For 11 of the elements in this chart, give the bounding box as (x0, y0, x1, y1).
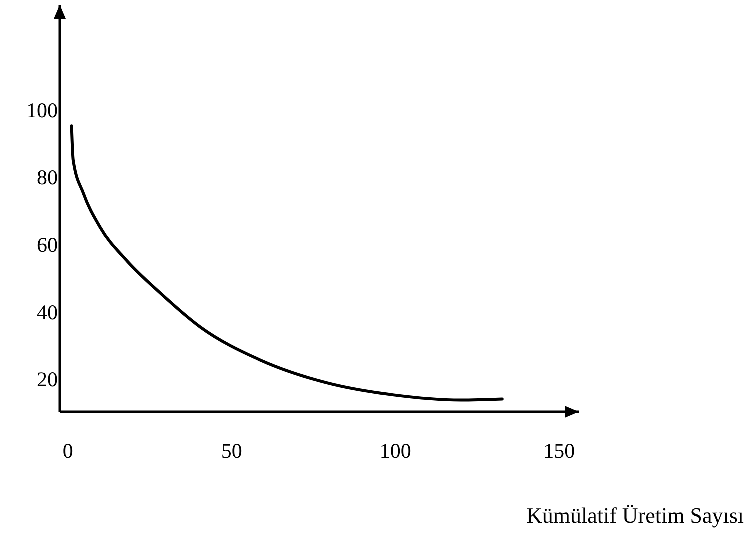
x-tick-label: 150 (544, 439, 576, 463)
x-axis-title: Kümülatif Üretim Sayısı (526, 503, 744, 528)
y-tick-label: 60 (37, 232, 58, 257)
y-tick-label: 80 (37, 166, 58, 190)
y-tick-label: 100 (26, 98, 58, 122)
x-tick-label: 0 (62, 439, 74, 463)
y-tick-label: 20 (37, 368, 58, 392)
line-series (70, 124, 504, 402)
x-tick-label: 50 (221, 439, 242, 463)
y-tick-label: 40 (37, 300, 58, 324)
x-tick-label: 100 (380, 439, 412, 463)
